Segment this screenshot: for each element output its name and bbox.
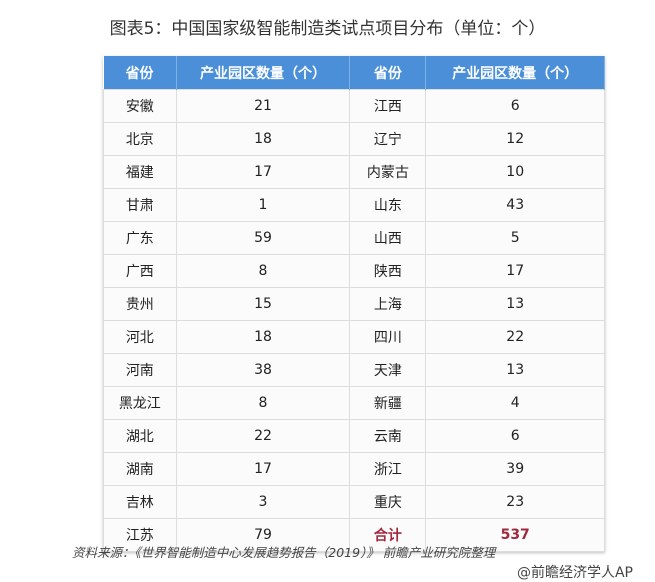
province-cell: 天津 xyxy=(349,353,427,387)
table-title: 图表5：中国国家级智能制造类试点项目分布（单位：个） xyxy=(109,19,546,39)
count-cell: 18 xyxy=(175,122,351,156)
province-cell: 河南 xyxy=(103,353,177,387)
province-cell: 河北 xyxy=(103,320,177,354)
province-cell: 黑龙江 xyxy=(103,386,177,420)
count-cell: 4 xyxy=(425,386,605,420)
table-row: 湖北 22 云南 6 xyxy=(103,419,605,453)
province-cell: 上海 xyxy=(349,287,427,321)
count-cell: 8 xyxy=(175,386,351,420)
count-cell: 39 xyxy=(425,452,605,486)
count-cell: 12 xyxy=(425,122,605,156)
province-cell: 贵州 xyxy=(103,287,177,321)
count-cell: 6 xyxy=(425,89,605,123)
table-row: 湖南 17 浙江 39 xyxy=(103,452,605,486)
table-row: 安徽 21 江西 6 xyxy=(103,89,605,123)
table-row: 广西 8 陕西 17 xyxy=(103,254,605,288)
count-cell: 15 xyxy=(175,287,351,321)
table-row: 福建 17 内蒙古 10 xyxy=(103,155,605,189)
count-cell: 17 xyxy=(175,452,351,486)
table-row: 甘肃 1 山东 43 xyxy=(103,188,605,222)
table-row: 贵州 15 上海 13 xyxy=(103,287,605,321)
count-cell: 13 xyxy=(425,287,605,321)
count-cell: 43 xyxy=(425,188,605,222)
table-row: 河北 18 四川 22 xyxy=(103,320,605,354)
count-cell: 1 xyxy=(175,188,351,222)
table-row: 黑龙江 8 新疆 4 xyxy=(103,386,605,420)
table-row: 河南 38 天津 13 xyxy=(103,353,605,387)
province-cell: 安徽 xyxy=(103,89,177,123)
province-cell: 广西 xyxy=(103,254,177,288)
province-cell: 甘肃 xyxy=(103,188,177,222)
count-cell: 17 xyxy=(175,155,351,189)
header-province-1: 省份 xyxy=(103,56,177,90)
province-cell: 北京 xyxy=(103,122,177,156)
count-cell: 18 xyxy=(175,320,351,354)
header-row: 省份 产业园区数量（个） 省份 产业园区数量（个） xyxy=(103,56,605,90)
province-cell: 吉林 xyxy=(103,485,177,519)
province-cell: 重庆 xyxy=(349,485,427,519)
count-cell: 8 xyxy=(175,254,351,288)
count-cell: 23 xyxy=(425,485,605,519)
province-cell: 山东 xyxy=(349,188,427,222)
count-cell: 22 xyxy=(425,320,605,354)
province-cell: 内蒙古 xyxy=(349,155,427,189)
table-row: 吉林 3 重庆 23 xyxy=(103,485,605,519)
count-cell: 537 xyxy=(425,518,605,552)
count-cell: 6 xyxy=(425,419,605,453)
province-cell: 山西 xyxy=(349,221,427,255)
table-row: 北京 18 辽宁 12 xyxy=(103,122,605,156)
province-cell: 新疆 xyxy=(349,386,427,420)
table-row: 广东 59 山西 5 xyxy=(103,221,605,255)
province-cell: 江西 xyxy=(349,89,427,123)
province-cell: 湖南 xyxy=(103,452,177,486)
count-cell: 38 xyxy=(175,353,351,387)
watermark: @前瞻经济学人AP xyxy=(516,565,633,581)
province-table: 省份 产业园区数量（个） 省份 产业园区数量（个） 安徽 21 江西 6 北京 18 辽宁 1… xyxy=(103,56,605,552)
count-cell: 22 xyxy=(175,419,351,453)
province-cell: 广东 xyxy=(103,221,177,255)
count-cell: 21 xyxy=(175,89,351,123)
table-row: 江苏 79 合计 537 xyxy=(103,518,605,552)
count-cell: 13 xyxy=(425,353,605,387)
count-cell: 10 xyxy=(425,155,605,189)
province-cell: 福建 xyxy=(103,155,177,189)
header-count-2: 产业园区数量（个） xyxy=(425,56,605,90)
province-cell: 湖北 xyxy=(103,419,177,453)
source-caption: 资料来源：《世界智能制造中心发展趋势报告（2019）》 前瞻产业研究院整理 xyxy=(72,545,496,560)
header-province-2: 省份 xyxy=(349,56,427,90)
count-cell: 5 xyxy=(425,221,605,255)
province-cell: 云南 xyxy=(349,419,427,453)
province-cell: 陕西 xyxy=(349,254,427,288)
count-cell: 59 xyxy=(175,221,351,255)
province-cell: 合计 xyxy=(349,518,427,552)
count-cell: 3 xyxy=(175,485,351,519)
count-cell: 17 xyxy=(425,254,605,288)
province-cell: 江苏 xyxy=(103,518,177,552)
province-cell: 四川 xyxy=(349,320,427,354)
province-cell: 浙江 xyxy=(349,452,427,486)
header-count-1: 产业园区数量（个） xyxy=(176,56,351,90)
province-cell: 辽宁 xyxy=(349,122,427,156)
